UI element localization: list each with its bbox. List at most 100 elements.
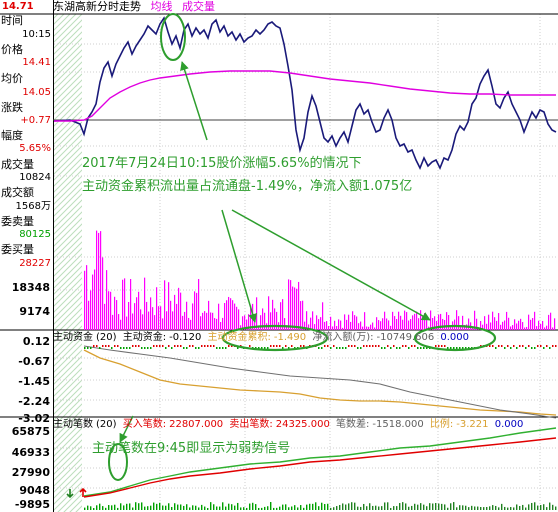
- count-bar: [414, 503, 416, 510]
- volume-bar: [408, 320, 410, 330]
- volume-bar: [280, 302, 282, 330]
- count-bar: [423, 504, 425, 510]
- volume-bar: [318, 319, 320, 330]
- volume-bar: [358, 323, 360, 330]
- volume-bar: [500, 324, 502, 330]
- fund-net-ellipse: [413, 324, 497, 352]
- fund-tick: [468, 347, 470, 349]
- count-bar: [429, 503, 431, 510]
- volume-bar: [374, 327, 376, 330]
- volume-label: 成交量: [1, 158, 34, 171]
- count-bar: [354, 502, 356, 510]
- volume-bar: [286, 325, 288, 330]
- count-bar: [198, 507, 200, 510]
- volume-bar: [108, 291, 110, 330]
- count-bar: [459, 505, 461, 510]
- count-bar: [513, 507, 515, 510]
- count-bar: [195, 505, 197, 510]
- count-bar: [366, 506, 368, 510]
- count-bar: [390, 507, 392, 510]
- count-bar: [270, 502, 272, 510]
- fund-tick: [291, 345, 293, 347]
- fund-tick: [186, 347, 188, 349]
- count-bar: [96, 505, 98, 510]
- count-bar: [432, 503, 434, 510]
- count-bar: [546, 507, 548, 510]
- count-bar: [348, 503, 350, 510]
- count-bar: [174, 503, 176, 510]
- volume-bar: [96, 230, 98, 330]
- count-bar: [216, 506, 218, 510]
- fund-tick: [387, 345, 389, 347]
- count-bar: [360, 506, 362, 510]
- count-bar: [144, 506, 146, 510]
- fund-tick: [285, 345, 287, 347]
- fund-tick: [390, 347, 392, 349]
- annotation-arrow: [180, 61, 208, 141]
- count-bar: [333, 507, 335, 510]
- fund-tick: [339, 347, 341, 349]
- count-bar: [480, 507, 482, 510]
- volume-bar: [442, 318, 444, 330]
- volume-bar: [152, 307, 154, 330]
- fund-tick: [549, 347, 551, 349]
- volume-bar: [124, 278, 126, 330]
- fund-tick: [174, 345, 176, 347]
- volume-bar: [370, 324, 372, 330]
- count-bar: [234, 505, 236, 510]
- volume-bar: [474, 310, 476, 330]
- count-bar: [522, 504, 524, 510]
- count-bar: [258, 507, 260, 510]
- count-bar: [186, 504, 188, 510]
- fund-tick: [516, 347, 518, 349]
- fund-tick: [123, 347, 125, 349]
- count-bar: [120, 503, 122, 510]
- count-bar: [405, 503, 407, 510]
- volume-bar: [156, 287, 158, 330]
- count-bar: [327, 503, 329, 510]
- amount-value: 1568万: [15, 201, 51, 212]
- fund-tick: [87, 347, 89, 349]
- count-bar: [321, 502, 323, 510]
- volume-bar: [532, 318, 534, 330]
- count-bar: [204, 506, 206, 510]
- fund-net-value: -10749.606: [376, 332, 435, 343]
- fund-tick: [270, 345, 272, 347]
- corner-price-label: 14.71: [2, 1, 34, 12]
- chart-title-bar: 东湖高新分时走势 均线 成交量: [53, 0, 558, 14]
- count-bar: [159, 502, 161, 510]
- volume-bar: [150, 297, 152, 330]
- volume-bar: [94, 269, 96, 330]
- fund-tick: [273, 345, 275, 347]
- count-bar: [336, 506, 338, 510]
- count-bar: [156, 503, 158, 510]
- volume-bar: [170, 300, 172, 330]
- count-bar: [318, 506, 320, 510]
- count-bar: [147, 506, 149, 510]
- volume-bar: [520, 318, 522, 330]
- legend-volume: 成交量: [182, 0, 215, 13]
- volume-bar: [510, 326, 512, 330]
- count-bar: [495, 505, 497, 510]
- annotation-text-3: 主动笔数在9:45即显示为弱势信号: [92, 441, 291, 456]
- volume-bar: [340, 320, 342, 330]
- fund-tick: [219, 347, 221, 349]
- volume-bar: [116, 300, 118, 330]
- volume-bar: [344, 314, 346, 330]
- volume-bar: [256, 297, 258, 330]
- fund-tick: [360, 347, 362, 349]
- count-bar: [471, 505, 473, 510]
- volume-bar: [446, 312, 448, 330]
- count-bar: [384, 502, 386, 510]
- count-bar: [378, 506, 380, 510]
- volume-bar: [300, 301, 302, 330]
- count-axis-tick: 46933: [11, 446, 50, 459]
- volume-bar: [296, 288, 298, 330]
- volume-bar: [360, 321, 362, 330]
- volume-bar: [548, 314, 550, 330]
- volume-bar: [448, 315, 450, 330]
- volume-bar: [368, 326, 370, 330]
- fund-tick: [147, 347, 149, 349]
- volume-bar: [182, 315, 184, 330]
- volume-bar: [322, 302, 324, 330]
